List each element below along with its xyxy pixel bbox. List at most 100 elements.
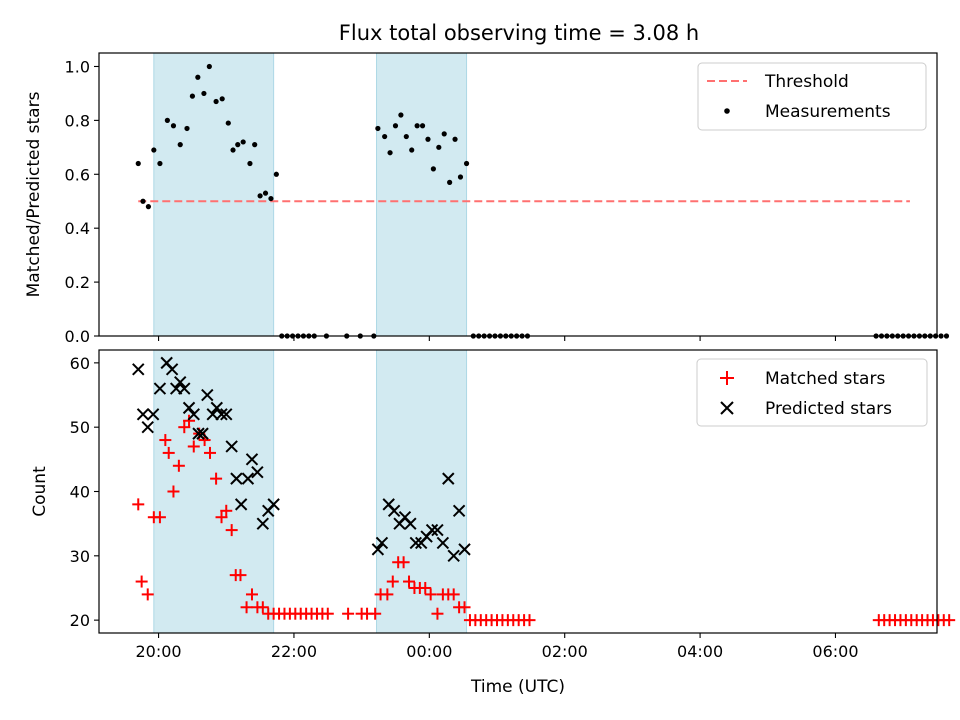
predicted-star-point <box>182 401 196 415</box>
predicted-star-point <box>241 472 255 485</box>
measurement-point <box>262 190 269 196</box>
matched-star-point <box>132 498 145 511</box>
matched-star-point <box>215 511 228 524</box>
measurement-point <box>392 123 399 129</box>
predicted-star-point <box>234 498 248 511</box>
matched-star-point <box>141 588 154 601</box>
predicted-star-point <box>256 517 270 530</box>
measurement-point <box>457 174 464 180</box>
measurement-point <box>382 133 388 140</box>
measurement-point <box>219 96 225 102</box>
top-x-ticks <box>158 336 837 341</box>
measurement-point <box>225 120 231 126</box>
measurement-point <box>436 144 442 150</box>
matched-star-point <box>458 601 471 614</box>
matched-star-point <box>187 440 200 453</box>
legend-measurements-label: Measurements <box>765 102 891 122</box>
matched-star-point <box>321 607 334 620</box>
measurement-point <box>398 112 404 118</box>
predicted-star-point <box>404 517 417 530</box>
bottom-panel: 20 30 40 50 60 20:00 22:00 00:00 02:00 04:00 06:0… <box>30 349 956 697</box>
predicted-star-points <box>132 356 471 563</box>
measurement-point <box>273 171 279 177</box>
matched-star-point <box>135 575 148 588</box>
bottom-y-axis-label: Count <box>30 466 50 517</box>
matched-star-point <box>386 575 399 588</box>
measurement-point <box>157 160 163 167</box>
top-shade-1 <box>376 52 468 337</box>
measurement-point <box>938 333 944 339</box>
matched-star-point <box>943 614 956 627</box>
predicted-star-point <box>132 363 145 376</box>
legend-matched-swatch <box>720 371 734 385</box>
matched-star-point <box>225 524 238 537</box>
legend-threshold-label: Threshold <box>764 72 849 92</box>
bottom-legend: Matched stars Predicted stars <box>696 358 928 427</box>
predicted-star-point <box>206 408 219 421</box>
measurement-point <box>375 125 381 132</box>
measurement-point <box>195 74 201 80</box>
matched-star-point <box>245 588 258 601</box>
measurement-point <box>463 160 470 167</box>
x-tick-label: 00:00 <box>406 642 452 661</box>
measurement-point <box>151 147 157 153</box>
predicted-star-point <box>447 549 460 563</box>
predicted-star-point <box>442 472 455 485</box>
top-axes-frame <box>98 52 938 337</box>
predicted-star-point <box>192 427 205 440</box>
measurement-point <box>425 136 431 142</box>
measurement-point <box>213 98 219 105</box>
bottom-y-tick-label: 60 <box>70 354 90 373</box>
measurement-point <box>430 166 436 172</box>
matched-star-point <box>381 588 394 601</box>
predicted-star-point <box>201 388 214 402</box>
x-tick-label: 20:00 <box>136 642 182 661</box>
matched-star-point <box>159 434 172 447</box>
measurement-point <box>184 125 190 132</box>
measurement-point <box>252 142 258 148</box>
matched-star-points <box>132 414 956 627</box>
top-y-tick-label: 0.8 <box>65 111 90 130</box>
matched-star-point <box>220 504 233 517</box>
bottom-y-tick-label: 50 <box>70 418 90 437</box>
predicted-star-point <box>174 375 187 389</box>
x-tick-label: 06:00 <box>812 642 858 661</box>
predicted-star-point <box>267 498 280 511</box>
matched-star-point <box>403 575 416 588</box>
matched-star-point <box>153 511 166 524</box>
matched-star-point <box>523 614 536 627</box>
top-y-tick-label: 0.2 <box>65 273 90 292</box>
predicted-star-point <box>245 453 259 466</box>
predicted-star-point <box>387 504 401 518</box>
matched-star-point <box>447 588 460 601</box>
measurement-point <box>419 123 426 129</box>
matched-star-point <box>167 485 180 498</box>
top-legend: Threshold Measurements <box>697 62 927 131</box>
bottom-y-tick-label: 30 <box>70 547 90 566</box>
top-legend-box <box>697 62 927 131</box>
predicted-star-point <box>425 523 439 537</box>
matched-star-point <box>369 607 382 620</box>
measurement-point <box>409 147 415 153</box>
predicted-star-point <box>141 420 154 434</box>
measurement-point <box>943 333 950 339</box>
measurement-point <box>257 193 263 199</box>
matched-star-point <box>397 556 410 569</box>
top-panel: 0.0 0.2 0.4 0.6 0.8 1.0 Matched/Predicted sta… <box>24 52 950 346</box>
top-y-tick-label: 0.4 <box>65 219 90 238</box>
matched-star-point <box>162 446 175 459</box>
measurement-point <box>201 90 207 97</box>
measurement-point <box>177 142 183 148</box>
x-axis-label: Time (UTC) <box>470 677 565 697</box>
predicted-star-point <box>165 363 179 376</box>
x-tick-label: 04:00 <box>677 642 723 661</box>
measurement-point <box>235 142 241 148</box>
measurement-point <box>206 63 212 70</box>
top-y-tick-label: 0.6 <box>65 165 90 184</box>
predicted-star-point <box>409 536 422 550</box>
predicted-star-point <box>178 382 191 395</box>
bottom-shaded-intervals <box>153 349 468 634</box>
measurement-point <box>441 131 447 137</box>
predicted-star-point <box>452 504 466 518</box>
